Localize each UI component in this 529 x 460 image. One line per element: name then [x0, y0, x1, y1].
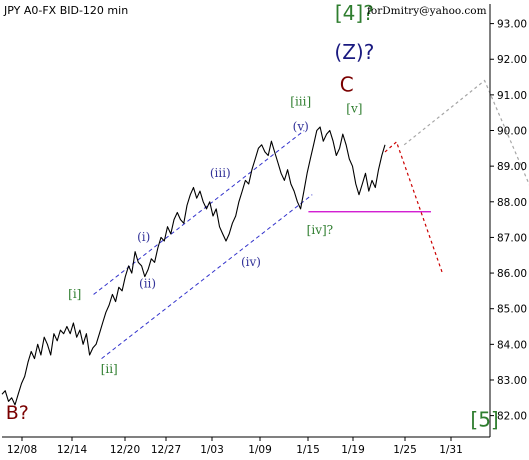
y-tick-label: 93.00	[497, 19, 527, 31]
x-tick-label: 1/31	[439, 444, 463, 456]
x-tick-label: 12/08	[7, 444, 37, 456]
chart-credit: forDmitry@yahoo.com	[367, 5, 487, 17]
wave-label: [iv]?	[307, 223, 333, 237]
x-tick-label: 1/15	[296, 444, 320, 456]
axes: 93.00 92.00 91.00 90.00 89.00 88.00 87.00 86.00…	[2, 4, 527, 456]
y-tick-label: 88.00	[497, 197, 527, 209]
wave-label: (ii)	[139, 276, 156, 290]
price-series	[1, 126, 431, 406]
wave-label: [4]?	[335, 1, 374, 25]
x-tick-label: 1/25	[393, 444, 417, 456]
y-tick-label: 83.00	[497, 375, 527, 387]
wave-label: (v)	[293, 120, 309, 134]
wave-label: [5]	[470, 407, 498, 431]
wave-label: [ii]	[101, 362, 118, 376]
forecast-gray-dotted	[403, 79, 529, 186]
wave-labels: B? [i] [ii] (i) (ii) (iii) (iv) (v) [iii] [iv]? [v…	[6, 1, 499, 431]
wave-label: [iii]	[290, 95, 311, 109]
wave-label: C	[340, 72, 354, 96]
y-tick-label: 86.00	[497, 268, 527, 280]
wave-label: [v]	[346, 102, 362, 116]
forecast-paths	[384, 79, 529, 274]
chart-title: JPY A0-FX BID-120 min	[3, 4, 128, 17]
wave-label: B?	[6, 402, 29, 424]
x-tick-label: 12/14	[57, 444, 88, 456]
wave-label: [i]	[68, 287, 81, 301]
y-tick-label: 87.00	[497, 232, 527, 244]
x-tick-label: 1/19	[341, 444, 365, 456]
x-tick-label: 12/20	[110, 444, 140, 456]
wave-label: (i)	[137, 230, 150, 244]
x-tick-label: 1/03	[200, 444, 224, 456]
y-tick-label: 91.00	[497, 90, 527, 102]
x-tick-label: 1/09	[248, 444, 272, 456]
wave-label: (iii)	[210, 166, 231, 180]
y-tick-label: 84.00	[497, 339, 527, 351]
y-tick-label: 89.00	[497, 161, 527, 173]
wave-label: (Z)?	[334, 40, 374, 64]
wave-label: (iv)	[241, 255, 261, 269]
y-tick-label: 85.00	[497, 304, 527, 316]
y-tick-label: 92.00	[497, 54, 527, 66]
price-line	[1, 126, 386, 406]
y-tick-label: 90.00	[497, 126, 527, 138]
y-tick-label: 82.00	[497, 411, 527, 423]
x-tick-label: 12/27	[151, 444, 181, 456]
channel-lower-line	[101, 194, 313, 359]
